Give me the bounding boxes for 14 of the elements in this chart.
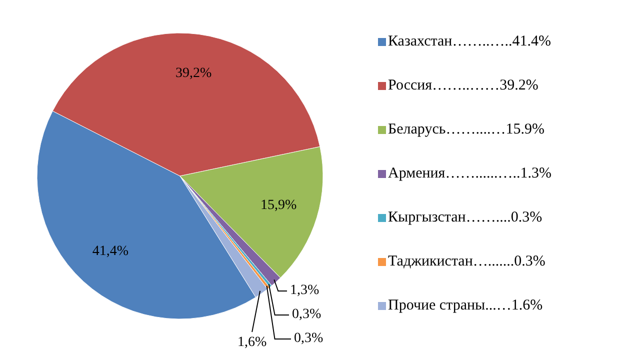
legend-label: Россия……..……39.2% xyxy=(388,77,538,94)
legend-label: Казахстан……..…..41.4% xyxy=(388,33,551,50)
data-label: 0,3% xyxy=(292,307,322,322)
data-label: 0,3% xyxy=(294,331,324,346)
data-label: 1,3% xyxy=(290,283,320,298)
data-label: 39,2% xyxy=(176,66,212,82)
legend-label: Армения……......…..1.3% xyxy=(388,165,552,182)
legend-label: Прочие страны...…1.6% xyxy=(388,297,543,314)
data-label: 15,9% xyxy=(260,198,297,213)
data-label: 41,4% xyxy=(92,244,129,260)
legend-label: Беларусь……....…15.9% xyxy=(388,121,544,138)
data-label: 1,6% xyxy=(237,335,267,350)
legend-label: Кыргызстан……....0.3% xyxy=(388,209,542,226)
legend-label: Таджикистан….......0.3% xyxy=(388,253,546,270)
